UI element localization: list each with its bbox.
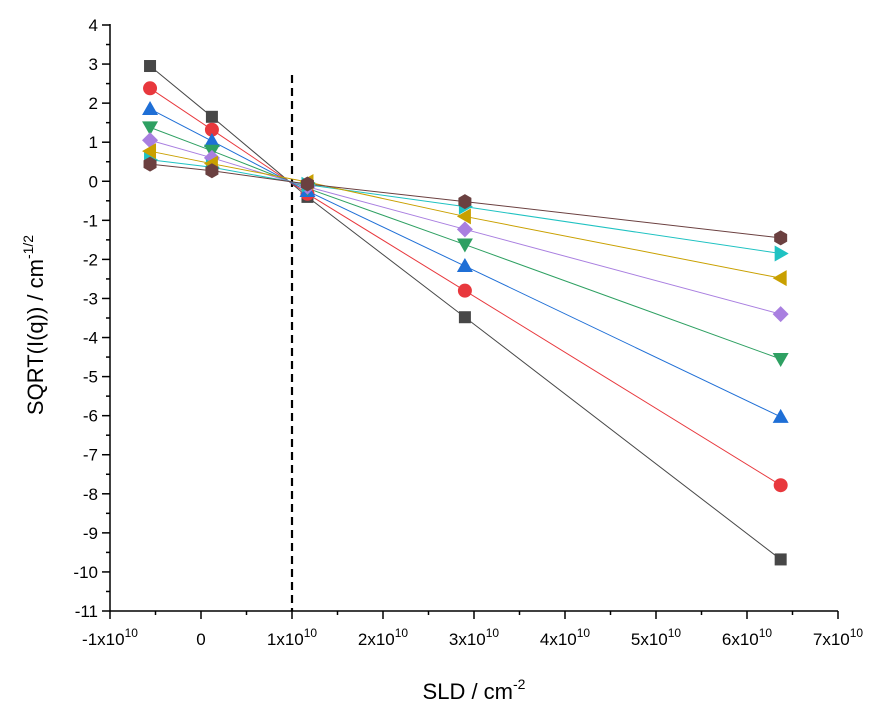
y-tick-label: -4 [83,329,98,348]
x-tick-label: 4x1010 [540,626,591,649]
y-axis-label-sup: -1/2 [20,235,36,259]
data-point [203,133,220,148]
data-point [772,408,789,423]
axes [109,24,838,612]
y-tick-label: -7 [83,446,98,465]
data-point [773,478,788,493]
data-point [774,553,787,566]
data-point [143,156,157,172]
y-tick-label: -3 [83,289,98,308]
y-tick-label: -1 [83,211,98,230]
data-point [205,110,218,123]
data-point [457,283,472,298]
data-point [144,60,157,73]
data-point [142,100,159,115]
y-tick-label: -5 [83,368,98,387]
data-point [772,306,789,323]
data-point [142,143,157,160]
y-tick-label: 2 [89,94,98,113]
y-tick-label: 1 [89,133,98,152]
x-tick-label: 3x1010 [449,626,500,649]
data-point [142,121,159,136]
data-point [456,238,473,253]
data-point [143,81,158,96]
data-point [456,258,473,273]
x-tick-label: 1x1010 [267,626,318,649]
data-point [300,176,314,192]
ticks: 4 3 2 1 0 -1 -2 -3 -4 -5 -6 -7 -8 -9 -10 -11 -1x1010 0 1x1… [73,16,863,649]
x-tick-label: -1x1010 [82,626,138,649]
y-tick-label: -6 [83,407,98,426]
series-markers [142,60,789,566]
y-tick-label: -8 [83,485,98,504]
y-tick-label: -11 [75,602,98,621]
data-point [772,353,789,368]
data-point [456,208,471,225]
x-tick-label: 2x1010 [358,626,409,649]
y-tick-label: 4 [89,16,98,35]
data-point [458,194,472,210]
x-axis-label-sup: -2 [513,676,526,692]
y-tick-label: -10 [73,563,98,582]
x-tick-label: 5x1010 [631,626,682,649]
y-tick-label: -9 [83,524,98,543]
data-point [142,132,159,149]
data-point [774,230,788,246]
y-axis-label: SQRT(I(q)) / cm-1/2 [20,235,48,415]
data-point [205,163,219,179]
y-axis-label-text: SQRT(I(q)) / cm [23,259,48,415]
x-axis-label: SLD / cm-2 [423,676,526,704]
x-tick-label: 6x1010 [722,626,773,649]
data-point [772,270,787,287]
y-tick-label: 0 [89,172,98,191]
x-tick-label: 0 [196,630,205,649]
data-point [458,311,471,324]
x-tick-label: 7x1010 [813,626,864,649]
data-point [204,122,219,137]
data-point [456,221,473,238]
y-tick-label: 3 [89,55,98,74]
data-point [774,245,789,262]
x-axis-label-text: SLD / cm [423,679,513,704]
y-tick-label: -2 [83,250,98,269]
